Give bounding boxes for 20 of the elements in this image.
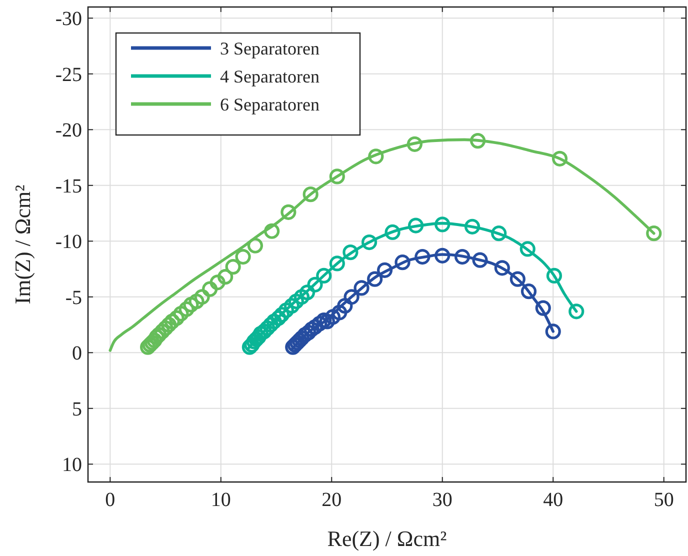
legend-label: 6 Separatoren xyxy=(220,94,320,114)
y-tick-label: -10 xyxy=(55,231,82,254)
x-tick-label: 40 xyxy=(543,489,564,511)
y-tick-label: -20 xyxy=(55,120,82,142)
legend-label: 3 Separatoren xyxy=(220,38,320,58)
x-axis-title: Re(Z) / Ωcm² xyxy=(327,526,448,551)
y-tick-label: -15 xyxy=(55,175,82,198)
y-tick-label: -5 xyxy=(65,286,82,309)
y-tick-label: -25 xyxy=(55,64,82,86)
x-tick-label: 10 xyxy=(210,489,231,511)
y-tick-label: 10 xyxy=(62,454,82,476)
x-tick-label: 50 xyxy=(654,489,674,511)
x-tick-label: 30 xyxy=(432,489,452,511)
y-tick-label: 0 xyxy=(72,342,82,365)
x-tick-label: 0 xyxy=(105,489,116,511)
y-tick-label: -30 xyxy=(55,8,82,30)
y-tick-label: 5 xyxy=(72,398,82,420)
x-tick-label: 20 xyxy=(322,489,342,511)
y-axis-title: Im(Z) / Ωcm² xyxy=(10,184,35,304)
legend-label: 4 Separatoren xyxy=(220,66,320,86)
